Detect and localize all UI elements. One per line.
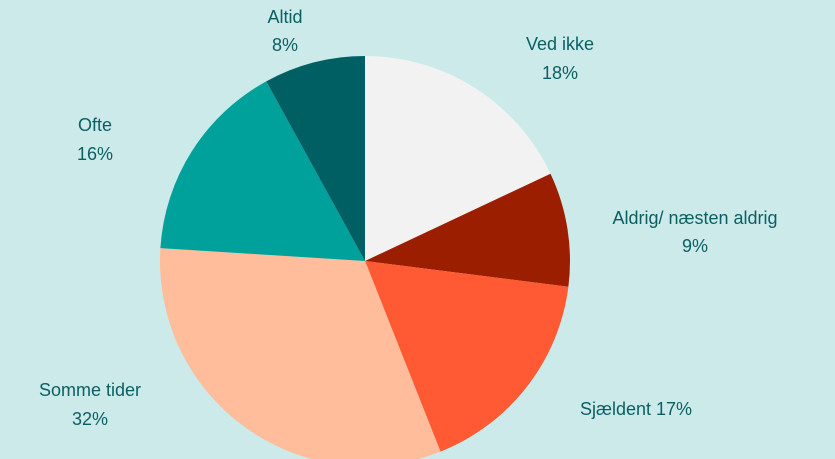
value-label: 8% <box>272 35 298 55</box>
value-label: 17% <box>656 399 692 419</box>
category-label: Altid <box>267 7 302 27</box>
pie-slice <box>365 56 551 261</box>
pie-slice <box>365 173 570 287</box>
value-label: 9% <box>682 236 708 256</box>
category-label: Sjældent <box>580 399 651 419</box>
category-label: Somme tider <box>39 380 141 400</box>
pie-slice <box>365 261 569 452</box>
pie-slice <box>266 56 365 261</box>
category-label: Aldrig/ næsten aldrig <box>612 208 777 228</box>
value-label: 16% <box>77 144 113 164</box>
value-label: 18% <box>542 63 578 83</box>
category-label: Ved ikke <box>526 34 594 54</box>
pie-slice <box>160 81 365 261</box>
slice-label: Sjældent 17% <box>580 399 692 419</box>
pie-slice <box>160 248 441 459</box>
value-label: 32% <box>72 409 108 429</box>
category-label: Ofte <box>78 115 112 135</box>
